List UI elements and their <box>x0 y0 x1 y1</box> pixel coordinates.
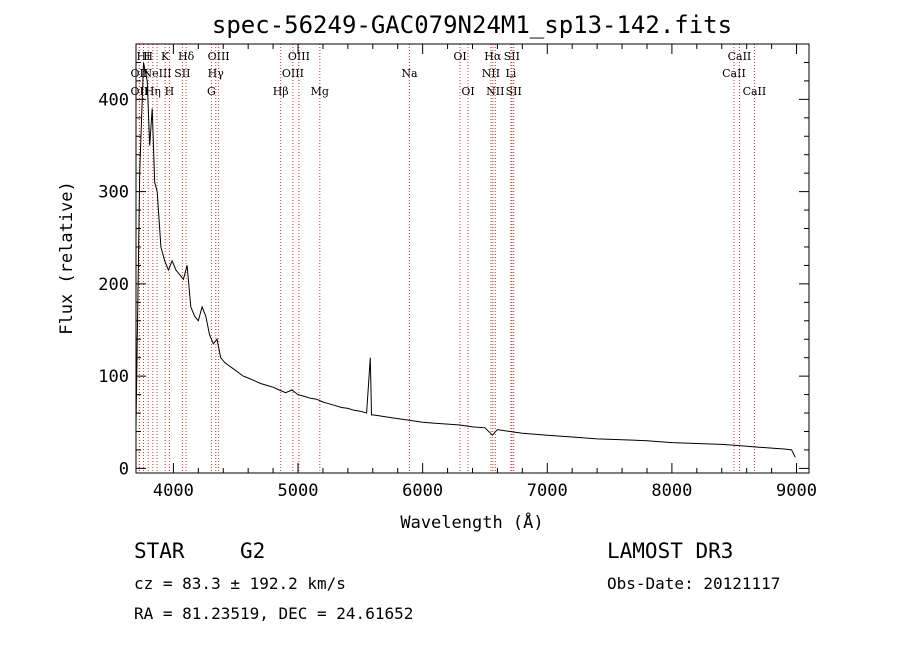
redshift-readout: cz = 83.3 ± 192.2 km/s <box>134 574 346 593</box>
y-tick-label: 0 <box>119 459 129 479</box>
object-subclass: G2 <box>240 539 265 563</box>
line-marker-label: Hδ <box>178 50 195 63</box>
y-axis-ticks: 0 100 200 300 400 <box>98 61 809 479</box>
x-tick-label: 6000 <box>402 481 443 501</box>
line-marker-label: CaII <box>728 50 752 63</box>
x-tick-label: 4000 <box>153 481 194 501</box>
line-marker-label: SII <box>504 50 520 63</box>
line-marker-label: CaII <box>722 67 746 80</box>
line-marker-label: Li <box>505 67 516 80</box>
y-tick-label: 200 <box>98 275 129 295</box>
line-marker-label: HI <box>137 50 151 63</box>
line-marker-label: NII <box>486 85 504 98</box>
y-tick-label: 400 <box>98 90 129 110</box>
line-marker-label: OI <box>453 50 466 63</box>
line-marker-label: Hβ <box>273 85 289 98</box>
chart-title: spec-56249-GAC079N24M1_sp13-142.fits <box>212 11 732 39</box>
x-tick-label: 8000 <box>651 481 692 501</box>
y-tick-label: 100 <box>98 367 129 387</box>
line-marker-label: Hγ <box>208 67 225 80</box>
object-class: STAR <box>134 539 185 563</box>
line-marker-label: H <box>165 85 175 98</box>
line-marker-label: SII <box>174 67 190 80</box>
line-marker-label: Hα <box>484 50 502 63</box>
line-marker-label: SII <box>506 85 522 98</box>
x-tick-label: 5000 <box>278 481 319 501</box>
plot-frame <box>135 43 810 474</box>
x-axis-label: Wavelength (Å) <box>400 511 543 533</box>
line-marker-label: CaII <box>743 85 767 98</box>
x-tick-label: 9000 <box>776 481 817 501</box>
line-marker-label: Mg <box>311 85 329 98</box>
line-marker-label: K <box>161 50 170 63</box>
line-marker-label: OIII <box>208 50 230 63</box>
line-marker-label: OII <box>131 67 149 80</box>
x-axis-ticks: 4000 5000 6000 7000 8000 9000 <box>153 44 817 501</box>
line-marker-label: NeIII <box>142 67 171 80</box>
line-marker-label: OI <box>461 85 474 98</box>
y-axis-label: Flux (relative) <box>57 181 77 335</box>
line-marker-label: Na <box>401 67 418 80</box>
survey-name: LAMOST DR3 <box>607 539 733 563</box>
line-marker-label: OIII <box>288 50 310 63</box>
line-marker-label: Hη <box>145 85 161 98</box>
line-marker-label: H <box>143 50 153 63</box>
x-tick-label: 7000 <box>527 481 568 501</box>
line-marker-label: OII <box>131 85 149 98</box>
coordinates-readout: RA = 81.23519, DEC = 24.61652 <box>134 604 413 623</box>
line-marker-label: G <box>207 85 216 98</box>
line-marker-label: OIII <box>282 67 304 80</box>
spectrum-line <box>135 62 796 458</box>
line-marker-label: NII <box>482 67 500 80</box>
observation-date: Obs-Date: 20121117 <box>607 574 780 593</box>
spectrum-layer <box>135 62 796 458</box>
y-tick-label: 300 <box>98 183 129 203</box>
